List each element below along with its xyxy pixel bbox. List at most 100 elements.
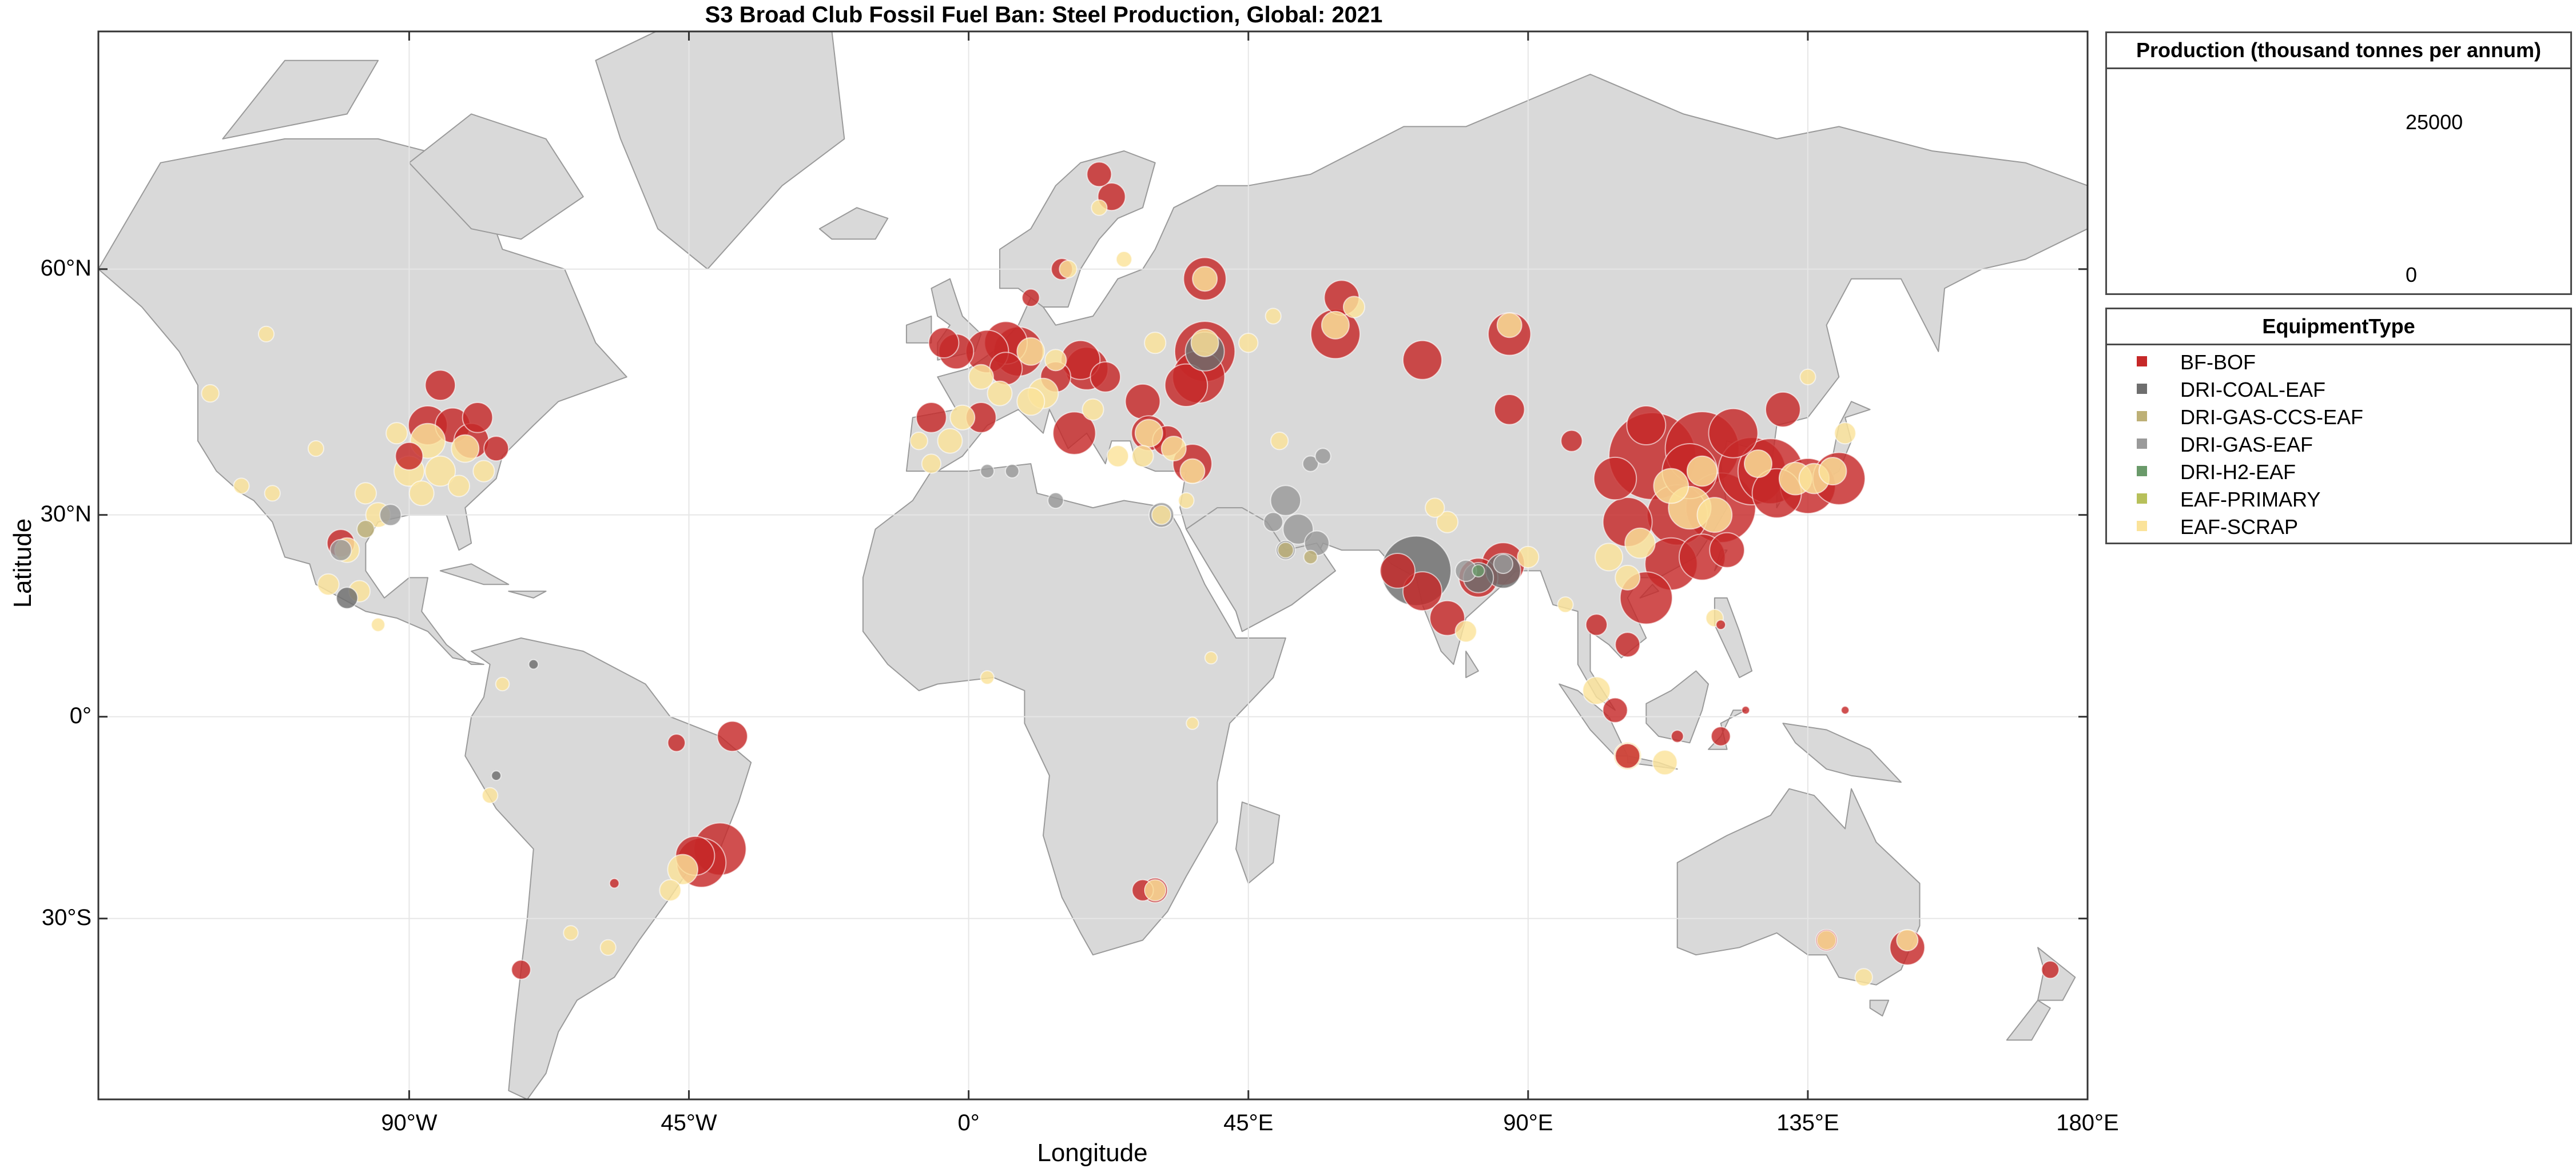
plant-marker [462, 402, 494, 433]
plant-marker [472, 460, 495, 483]
landmass [464, 637, 752, 1099]
plant-marker [1086, 161, 1112, 188]
plant-marker [717, 720, 748, 752]
plant-marker [949, 404, 976, 430]
plant-marker [1164, 363, 1209, 407]
x-axis-title: Longitude [1037, 1139, 1148, 1167]
legend-swatch [2137, 493, 2147, 504]
plant-marker [1016, 387, 1045, 416]
plant-marker [1626, 405, 1667, 445]
plant-marker [1282, 513, 1314, 545]
x-tick-label: 45°W [661, 1110, 717, 1135]
plant-marker [1044, 349, 1067, 372]
y-tick-label: 60°N [40, 255, 92, 281]
plant-marker [1134, 418, 1163, 448]
plant-marker [1321, 310, 1350, 340]
plant-marker [1047, 492, 1064, 509]
legend-label: BF-BOF [2180, 350, 2256, 374]
plant-marker [916, 402, 947, 433]
plant-marker [201, 384, 220, 403]
plant-marker [511, 959, 531, 980]
landmass [1869, 999, 1890, 1016]
equipment-type-legend-title: EquipmentType [2107, 309, 2570, 345]
plant-marker [1314, 448, 1331, 465]
plant-marker [980, 464, 995, 479]
plant-marker [1711, 726, 1731, 747]
plant-marker [1582, 676, 1611, 705]
plant-marker [1624, 527, 1656, 559]
plant-marker [1854, 968, 1873, 987]
plant-marker [921, 453, 942, 474]
plant-marker [1595, 543, 1624, 572]
grid-layer [98, 31, 2088, 1099]
plant-marker [987, 380, 1013, 406]
legend-label: DRI-COAL-EAF [2180, 378, 2326, 401]
plant-marker [424, 455, 456, 487]
plant-marker [980, 670, 995, 685]
plant-marker [1517, 545, 1540, 569]
plant-marker [1686, 455, 1718, 487]
plant-marker [1270, 432, 1289, 451]
plant-marker [1816, 930, 1837, 951]
plant-marker [1179, 458, 1206, 484]
plant-marker [1896, 928, 1919, 952]
plant-marker [1115, 250, 1132, 268]
plant-marker [1265, 308, 1282, 325]
plant-marker [1436, 511, 1459, 533]
size-legend: Production (thousand tonnes per annum) [2105, 31, 2572, 295]
landmass [439, 563, 510, 585]
plant-marker [968, 364, 994, 390]
legend-label: EAF-SCRAP [2180, 515, 2299, 539]
plant-marker [1709, 532, 1746, 568]
plant-marker [989, 352, 1023, 385]
landmass [2006, 999, 2051, 1041]
plant-marker [937, 428, 963, 454]
plant-marker [257, 325, 275, 342]
plant-marker [1653, 468, 1689, 504]
plant-marker [1493, 394, 1525, 425]
plant-marker [1186, 716, 1199, 730]
plant-marker [528, 659, 539, 670]
landmass [905, 316, 932, 344]
plant-marker [1052, 411, 1096, 455]
points-layer [201, 161, 2060, 987]
landmass [1186, 507, 1336, 632]
plant-marker [1765, 391, 1801, 428]
plant-marker [1402, 571, 1442, 612]
x-tick-label: 45°E [1223, 1110, 1274, 1135]
x-tick-label: 90°W [381, 1110, 438, 1135]
landmass [222, 59, 379, 139]
plant-marker [1004, 464, 1020, 479]
size-legend-title: Production (thousand tonnes per annum) [2107, 33, 2570, 69]
plant-marker [329, 539, 352, 561]
y-tick-label: 30°N [40, 501, 92, 527]
plant-marker [599, 939, 617, 956]
legend-swatch [2137, 411, 2147, 421]
plant-marker [1472, 564, 1485, 578]
legend-swatch [2137, 521, 2147, 531]
plant-marker [1557, 596, 1574, 613]
plant-marker [909, 432, 928, 451]
plant-marker [1277, 541, 1294, 559]
landmass [1235, 801, 1281, 884]
landmass [1714, 597, 1753, 679]
plant-marker [1342, 296, 1366, 318]
legend-label: DRI-H2-EAF [2180, 460, 2296, 484]
plant-marker [2041, 960, 2060, 979]
plant-marker [1496, 312, 1522, 338]
plant-marker [1615, 743, 1641, 769]
x-tick-label: 0° [957, 1110, 980, 1135]
y-tick-label: 30°S [41, 904, 92, 930]
plant-marker [1270, 485, 1302, 516]
size-legend-min-label: 0 [2406, 263, 2418, 286]
plant-marker [1144, 332, 1167, 354]
plant-marker [264, 485, 281, 502]
landmass [1645, 670, 1709, 744]
legend-label: DRI-GAS-EAF [2180, 433, 2313, 456]
ticks-layer [98, 31, 2089, 1099]
landmass [98, 138, 627, 665]
plant-marker [1151, 505, 1172, 525]
plant-marker [1303, 549, 1318, 565]
plant-marker [1615, 632, 1641, 658]
plant-marker [1696, 497, 1733, 533]
